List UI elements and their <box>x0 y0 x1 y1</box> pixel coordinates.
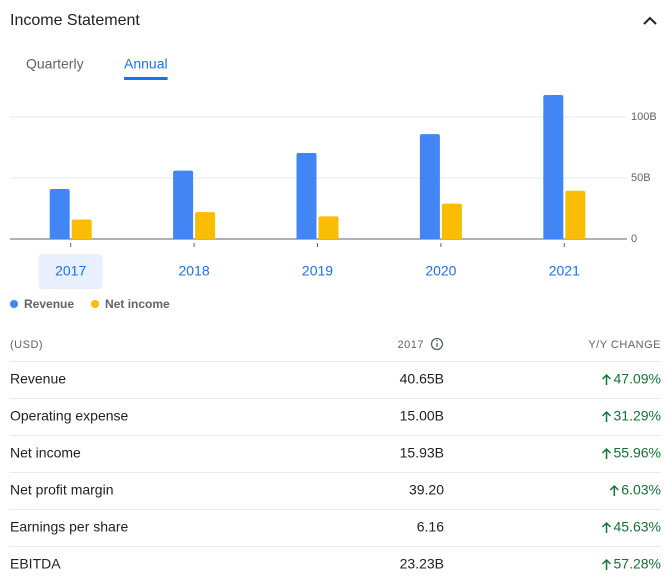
bar[interactable] <box>173 170 194 239</box>
y-tick-label: 50B <box>631 172 651 184</box>
row-value: 6.16 <box>417 519 444 535</box>
row-value: 40.65B <box>400 371 444 387</box>
legend-label: Net income <box>105 297 170 311</box>
row-label: EBITDA <box>10 556 61 572</box>
up-arrow-icon <box>601 521 612 533</box>
legend-label: Revenue <box>24 297 74 311</box>
row-change: 57.28% <box>614 556 661 572</box>
row-value: 39.20 <box>409 482 444 498</box>
bar[interactable] <box>195 212 216 239</box>
up-arrow-icon <box>609 484 619 496</box>
bar[interactable] <box>565 190 586 239</box>
selected-year-bg <box>38 254 103 289</box>
x-tick-label[interactable]: 2018 <box>179 263 210 279</box>
bar[interactable] <box>543 95 564 239</box>
bar[interactable] <box>71 219 92 239</box>
row-value: 15.00B <box>400 408 444 424</box>
column-header: (USD) <box>10 339 43 351</box>
up-arrow-icon <box>601 410 612 422</box>
legend-dot <box>91 300 100 308</box>
row-label: Earnings per share <box>10 519 129 535</box>
row-label: Operating expense <box>10 408 129 424</box>
bar[interactable] <box>49 188 70 239</box>
row-label: Net income <box>10 445 81 461</box>
x-tick-label[interactable]: 2017 <box>55 263 86 279</box>
tab-underline <box>124 77 168 80</box>
up-arrow-icon <box>601 447 612 459</box>
collapse-chevron[interactable] <box>643 16 657 25</box>
info-icon[interactable] <box>430 337 444 351</box>
column-header: Y/Y CHANGE <box>588 339 661 351</box>
y-tick-label: 100B <box>631 111 657 123</box>
x-tick-label[interactable]: 2020 <box>425 263 456 279</box>
info-icon-dot <box>436 340 438 342</box>
column-header: 2017 <box>398 339 424 351</box>
row-change: 47.09% <box>614 371 661 387</box>
x-tick-label[interactable]: 2021 <box>549 263 580 279</box>
row-change: 31.29% <box>614 408 661 424</box>
tab[interactable]: Quarterly <box>26 56 84 72</box>
tab[interactable]: Annual <box>124 56 168 72</box>
x-tick-label[interactable]: 2019 <box>302 263 333 279</box>
bar[interactable] <box>296 152 317 239</box>
up-arrow-icon <box>601 558 612 570</box>
row-label: Net profit margin <box>10 482 113 498</box>
bar[interactable] <box>441 203 462 239</box>
title: Income Statement <box>10 12 140 29</box>
bar[interactable] <box>419 134 440 239</box>
up-arrow-icon <box>601 373 612 385</box>
legend-dot <box>10 300 18 308</box>
row-value: 15.93B <box>400 445 444 461</box>
row-label: Revenue <box>10 371 66 387</box>
row-change: 6.03% <box>621 482 661 498</box>
row-change: 55.96% <box>614 445 661 461</box>
row-change: 45.63% <box>614 519 661 535</box>
row-value: 23.23B <box>400 556 444 572</box>
bar[interactable] <box>318 216 339 239</box>
y-tick-label: 0 <box>631 233 637 245</box>
